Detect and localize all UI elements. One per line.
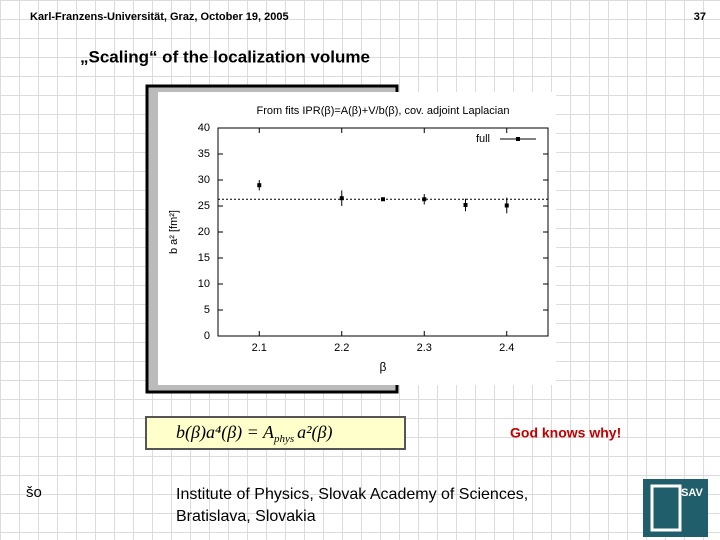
point: [381, 197, 385, 202]
y-tick-label: 15: [198, 252, 210, 264]
y-tick-label: 25: [198, 200, 210, 212]
note: God knows why!: [510, 425, 621, 441]
x-tick-label: 2.2: [334, 342, 349, 354]
x-axis-label: β: [380, 360, 387, 374]
y-tick-label: 20: [198, 226, 210, 238]
point: [463, 202, 468, 207]
footer-initials: šo: [26, 484, 42, 501]
x-tick-label: 2.3: [417, 342, 432, 354]
logo: [643, 479, 708, 537]
legend-marker: [516, 137, 520, 141]
y-tick-label: 40: [198, 122, 210, 134]
formula-box: [145, 416, 406, 450]
footer-line: Institute of Physics, Slovak Academy of …: [176, 486, 528, 503]
point: [339, 196, 344, 201]
page-number: 37: [694, 11, 706, 23]
y-tick-label: 30: [198, 174, 210, 186]
logo-text: SAV: [681, 487, 703, 499]
slide-title: „Scaling“ of the localization volume: [80, 47, 370, 66]
point: [422, 197, 427, 202]
y-axis-label: b a² [fm²]: [168, 210, 180, 254]
y-tick-label: 10: [198, 278, 210, 290]
y-tick-label: 5: [204, 304, 210, 316]
formula: b(β)a⁴(β) = Aphys a²(β): [176, 422, 333, 444]
y-tick-label: 35: [198, 148, 210, 160]
footer-line: Bratislava, Slovakia: [176, 508, 316, 525]
point: [257, 183, 262, 188]
legend-label: full: [476, 133, 490, 145]
x-tick-label: 2.1: [252, 342, 267, 354]
logo-shape: [650, 484, 682, 532]
point: [504, 203, 509, 208]
header-left: Karl-Franzens-Universität, Graz, October…: [30, 11, 289, 23]
y-tick-label: 0: [204, 330, 210, 342]
chart-title: From fits IPR(β)=A(β)+V/b(β), cov. adjoi…: [257, 105, 510, 117]
x-tick-label: 2.4: [499, 342, 514, 354]
